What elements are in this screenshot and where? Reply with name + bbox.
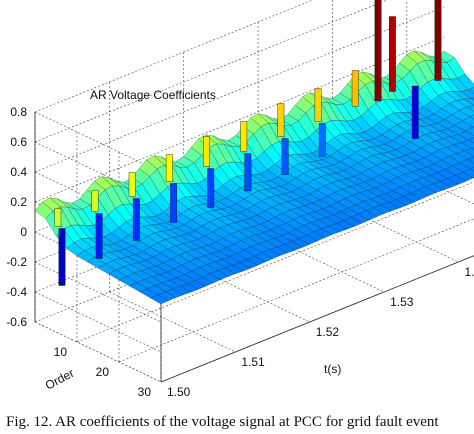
coefficient-spike xyxy=(281,138,289,175)
coefficient-spike xyxy=(91,190,99,212)
coefficient-spike xyxy=(411,85,419,139)
coefficient-spike xyxy=(374,0,382,102)
y-axis-label: Order xyxy=(43,366,77,393)
coefficient-spike xyxy=(58,228,66,286)
x-gridline xyxy=(109,291,236,353)
coefficient-spike xyxy=(54,208,62,227)
z-tick-label: 0.6 xyxy=(10,135,27,149)
coefficient-spike xyxy=(244,153,252,192)
coefficient-spike xyxy=(170,183,177,223)
y-tick-label: 10 xyxy=(54,345,68,359)
coefficient-spike xyxy=(165,154,173,182)
coefficient-spike xyxy=(318,123,326,157)
x-gridline xyxy=(34,321,162,383)
coefficient-spike xyxy=(240,121,248,152)
z-tick-label: -0.6 xyxy=(6,315,27,329)
x-gridline xyxy=(257,231,385,293)
z-tick-label: 0 xyxy=(20,225,27,239)
y-gridline xyxy=(118,218,474,363)
z-gridline xyxy=(34,0,314,113)
z-gridline xyxy=(34,0,388,143)
coefficient-spike xyxy=(132,198,140,241)
z-gridline xyxy=(34,6,445,173)
coefficient-spike xyxy=(389,16,396,92)
z-gridline xyxy=(34,36,445,203)
figure-caption: Fig. 12. AR coefficients of the voltage … xyxy=(6,414,439,430)
y-tick-label: 30 xyxy=(138,385,152,399)
surface-patch xyxy=(471,147,474,150)
y-tick-label: 20 xyxy=(96,365,110,379)
x-gridline xyxy=(332,201,459,263)
x-tick-label: 1.51 xyxy=(241,355,265,369)
coefficient-spike xyxy=(434,0,442,81)
x-tick-label: 1.50 xyxy=(167,385,191,399)
surface-patch xyxy=(470,166,474,171)
z-gridline xyxy=(34,111,162,173)
z-tick-label: 0.8 xyxy=(10,105,27,119)
coefficient-spike xyxy=(277,103,285,137)
coefficient-spike xyxy=(351,70,359,107)
z-tick-label: -0.2 xyxy=(6,255,27,269)
z-gridline xyxy=(34,291,162,353)
coefficient-spike xyxy=(203,136,210,167)
coefficient-spike xyxy=(95,213,103,259)
z-tick-label: 0.2 xyxy=(10,195,27,209)
coefficient-spike xyxy=(128,172,136,197)
axis-box-edge xyxy=(160,255,474,383)
surface-patch xyxy=(469,114,474,120)
coefficient-spikes xyxy=(54,0,442,286)
chart-title: AR Voltage Coefficients xyxy=(90,88,216,102)
coefficient-spike xyxy=(314,88,322,122)
surface-mesh xyxy=(34,50,474,305)
x-axis-label: t(s) xyxy=(324,362,341,376)
z-tick-label: 0.4 xyxy=(10,165,27,179)
y-gridline xyxy=(76,181,474,343)
tick-labels: -0.6 -0.4 -0.2 0 0.2 0.4 0.6 0.8 1.50 1.51 1.52 1.5… xyxy=(6,105,474,399)
z-gridline xyxy=(34,261,162,323)
coefficient-spike xyxy=(207,168,215,208)
x-gridline xyxy=(183,261,310,323)
x-tick-label: 1.52 xyxy=(316,325,340,339)
x-tick-label: 1.54 xyxy=(464,265,474,279)
z-tick-label: -0.4 xyxy=(6,285,27,299)
x-tick-label: 1.53 xyxy=(390,295,414,309)
x-gridline xyxy=(406,171,474,205)
